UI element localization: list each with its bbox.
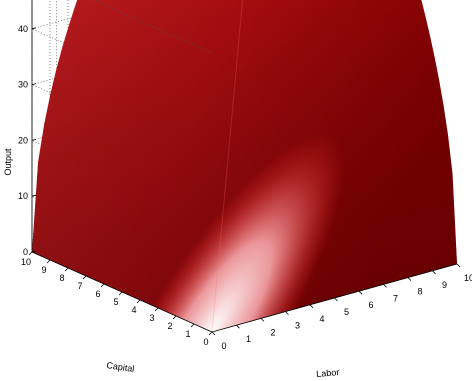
y-tick — [82, 275, 87, 280]
x-tick — [260, 318, 265, 322]
y-tick-label: 5 — [113, 297, 118, 307]
y-tick — [64, 267, 69, 272]
output-surface — [32, 0, 457, 333]
y-tick-label: 7 — [77, 281, 82, 291]
y-tick-label: 3 — [149, 313, 154, 323]
y-tick — [190, 323, 195, 328]
surface-crest — [211, 0, 244, 333]
y-tick-label: 2 — [167, 321, 172, 331]
y-tick-label: 4 — [131, 305, 136, 315]
y-tick — [208, 331, 213, 336]
x-tick-label: 10 — [464, 273, 472, 283]
x-tick-label: 9 — [442, 280, 447, 290]
z-tick — [31, 83, 37, 85]
z-tick — [31, 250, 37, 253]
z-tick — [31, 139, 37, 141]
z-tick-label: 40 — [18, 24, 28, 34]
x-tick — [309, 304, 314, 309]
x-tick — [358, 290, 363, 295]
x-tick-label: 1 — [246, 334, 251, 344]
z-tick-label: 0 — [23, 247, 28, 257]
axes: 01020304050012345678910012345678910 — [18, 0, 472, 351]
x-tick-label: 0 — [221, 341, 226, 351]
z-tick — [31, 27, 37, 30]
y-tick — [28, 251, 33, 256]
z-tick-label: 10 — [18, 191, 28, 201]
x-tick-label: 6 — [368, 300, 373, 310]
z-tick-label: 20 — [18, 135, 28, 145]
x-tick — [211, 331, 216, 336]
y-tick-label: 1 — [185, 329, 190, 339]
y-tick — [136, 299, 141, 304]
y-tick-label: 0 — [203, 337, 208, 347]
y-tick — [172, 315, 177, 320]
y-tick-label: 6 — [95, 289, 100, 299]
x-tick-label: 8 — [417, 287, 422, 297]
x-tick — [285, 311, 289, 315]
z-tick — [31, 194, 37, 197]
y-tick — [154, 307, 159, 312]
z-axis-title: Output — [3, 148, 13, 176]
x-tick — [334, 297, 338, 302]
y-tick — [46, 259, 51, 264]
surface-highlight — [32, 0, 457, 332]
x-tick — [407, 277, 412, 281]
x-tick — [383, 284, 387, 288]
x-tick — [456, 263, 461, 268]
x-tick — [432, 270, 436, 275]
x-tick-label: 5 — [344, 307, 349, 317]
y-tick-label: 9 — [41, 265, 46, 275]
y-tick-label: 8 — [59, 273, 64, 283]
z-tick-label: 30 — [18, 80, 28, 90]
x-tick-label: 7 — [393, 293, 398, 303]
x-tick-label: 4 — [319, 314, 324, 324]
y-tick-label: 10 — [21, 257, 31, 267]
y-tick — [100, 283, 105, 288]
x-axis-title: Labor — [316, 367, 340, 379]
y-axis-title: Capital — [106, 360, 135, 374]
x-tick-label: 3 — [295, 321, 300, 331]
x-tick — [236, 324, 240, 329]
x-tick-label: 2 — [270, 327, 275, 337]
y-tick — [118, 291, 123, 296]
